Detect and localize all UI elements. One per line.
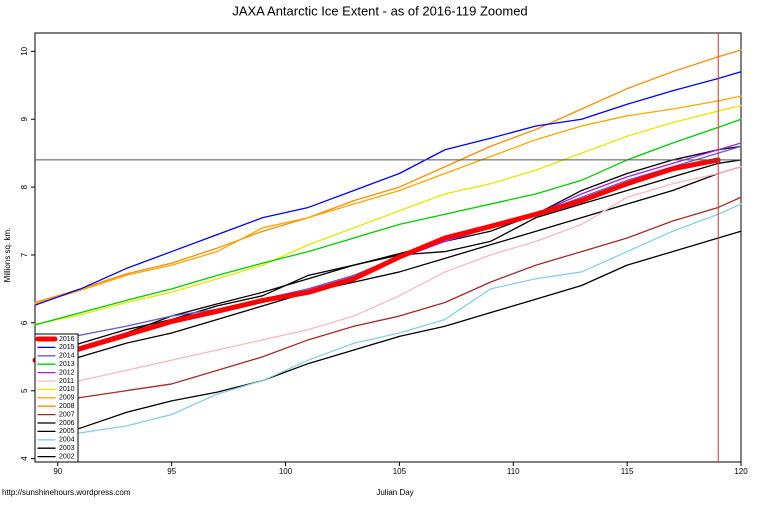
y-axis-label: Millions sq. km. bbox=[3, 228, 12, 283]
legend-label: 2012 bbox=[59, 369, 75, 376]
series-line bbox=[34, 49, 742, 304]
legend-label: 2006 bbox=[59, 420, 75, 427]
series-line bbox=[34, 203, 742, 439]
legend-label: 2016 bbox=[59, 336, 75, 343]
legend-label: 2013 bbox=[59, 361, 75, 368]
x-axis-label: Julian Day bbox=[376, 488, 413, 497]
y-tick-label: 7 bbox=[20, 252, 29, 257]
x-tick-label: 110 bbox=[507, 467, 520, 476]
legend-label: 2002 bbox=[59, 453, 75, 460]
legend-label: 2014 bbox=[59, 353, 75, 360]
x-tick-label: 115 bbox=[621, 467, 634, 476]
plot-frame bbox=[34, 32, 742, 463]
series-line bbox=[34, 142, 742, 358]
series-line bbox=[32, 157, 721, 363]
y-tick-label: 9 bbox=[20, 116, 29, 121]
x-tick-label: 120 bbox=[734, 467, 748, 476]
series-line bbox=[34, 104, 742, 325]
legend-label: 2005 bbox=[59, 428, 75, 435]
legend-label: 2008 bbox=[59, 403, 75, 410]
series-line bbox=[34, 230, 742, 443]
legend-label: 2007 bbox=[59, 411, 75, 418]
y-tick-label: 6 bbox=[20, 320, 29, 325]
legend-label: 2009 bbox=[59, 395, 75, 402]
series-line bbox=[34, 166, 742, 395]
series-line bbox=[34, 71, 742, 306]
legend-label: 2011 bbox=[59, 378, 74, 385]
y-tick-label: 5 bbox=[20, 388, 29, 393]
legend-label: 2010 bbox=[59, 386, 75, 393]
footer: http://sunshinehours.wordpress.com bbox=[2, 488, 131, 497]
series-line bbox=[34, 145, 742, 365]
legend-label: 2003 bbox=[59, 445, 75, 452]
x-tick-label: 90 bbox=[53, 467, 62, 476]
series-line bbox=[34, 166, 742, 372]
series-line bbox=[34, 196, 742, 412]
series-line bbox=[34, 95, 742, 305]
y-tick-label: 4 bbox=[20, 456, 29, 461]
series-line bbox=[34, 118, 742, 326]
legend-label: 2004 bbox=[59, 437, 75, 444]
x-tick-label: 100 bbox=[279, 467, 293, 476]
chart-title: JAXA Antarctic Ice Extent - as of 2016-1… bbox=[232, 3, 527, 18]
x-tick-label: 95 bbox=[167, 467, 176, 476]
y-tick-label: 8 bbox=[20, 184, 29, 189]
legend-label: 2015 bbox=[59, 344, 75, 351]
y-tick-label: 10 bbox=[20, 46, 29, 55]
series-line bbox=[34, 145, 742, 344]
x-tick-label: 105 bbox=[393, 467, 407, 476]
